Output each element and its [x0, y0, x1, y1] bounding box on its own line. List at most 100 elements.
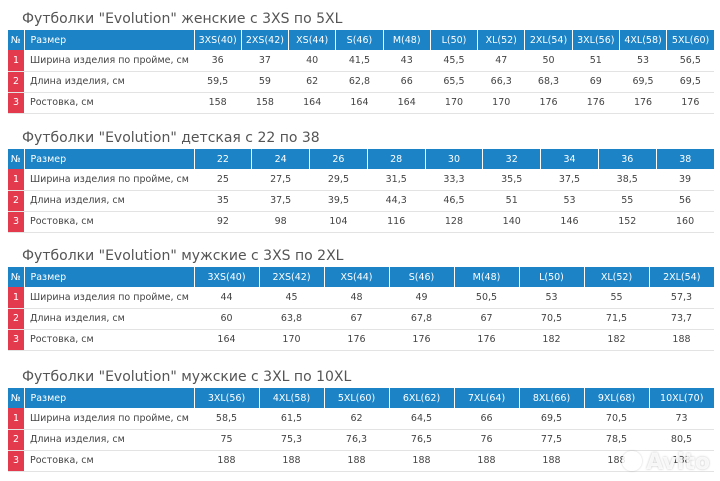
- size-table-section-women-3xs-5xl: Футболки "Evolution" женские с 3XS по 5X…: [8, 8, 714, 114]
- size-column-header: L(50): [518, 267, 584, 287]
- table-row: 1 Ширина изделия по пройме, см 36 37 40 41,5 4…: [8, 50, 714, 71]
- table-cell: 63,8: [280, 313, 303, 324]
- table-cell: 188: [672, 455, 691, 466]
- size-column-header: 2XL(54): [524, 30, 573, 50]
- table-cell: 58,5: [215, 412, 238, 424]
- table-cell: 31,5: [385, 173, 407, 185]
- table-cell: 57,3: [670, 291, 693, 303]
- size-table: № Размер 22 24 26 28 30 32 34 36 38 1 Ширина изделия…: [8, 149, 714, 233]
- table-cell: 76: [480, 434, 493, 445]
- table-cell: 71,5: [605, 313, 628, 324]
- table-title: Футболки "Evolution" мужские с 3XS по 2X…: [22, 248, 344, 264]
- table-cell: 56,5: [679, 54, 701, 66]
- table-cell: 50: [542, 54, 555, 66]
- table-cell: 176: [681, 97, 700, 108]
- size-column-header: 32: [482, 149, 541, 169]
- size-table: № Размер 3XS(40) 2XS(42) XS(44) S(46) M(48) L(5…: [8, 267, 714, 351]
- table-cell: 176: [412, 334, 431, 345]
- table-row: 1 Ширина изделия по пройме, см 58,5 61,5 62 6…: [8, 408, 714, 429]
- table-row: 1 Ширина изделия по пройме, см 44 45 48 49 50,…: [8, 287, 714, 308]
- table-cell: 65,5: [443, 76, 465, 87]
- table-cell: 170: [444, 97, 464, 108]
- row-label: Ширина изделия по пройме, см: [30, 291, 189, 303]
- table-cell: 128: [444, 216, 464, 227]
- size-column-header: 2XS(42): [258, 267, 324, 287]
- table-cell: 55: [621, 195, 634, 206]
- row-label: Ширина изделия по пройме, см: [30, 412, 189, 424]
- table-cell: 158: [255, 97, 274, 108]
- table-cell: 44: [220, 291, 233, 303]
- row-number: 3: [8, 329, 24, 350]
- table-cell: 51: [589, 54, 602, 66]
- table-cell: 164: [397, 97, 416, 108]
- row-number: 1: [8, 287, 24, 308]
- table-cell: 92: [216, 216, 229, 227]
- table-row: 3 Ростовка, см 158 158 164 164 164 170 170 176 176…: [8, 92, 714, 113]
- table-cell: 73: [675, 412, 688, 424]
- size-column-header: M(48): [382, 30, 431, 50]
- row-label: Ширина изделия по пройме, см: [30, 54, 189, 66]
- row-label: Длина изделия, см: [30, 434, 125, 445]
- table-cell: 160: [676, 216, 695, 227]
- size-column-header: 22: [193, 149, 252, 169]
- row-label: Ростовка, см: [30, 334, 94, 345]
- table-cell: 62: [350, 412, 363, 424]
- size-column-header: 2XS(42): [240, 30, 289, 50]
- size-column-header: XS(44): [288, 30, 336, 50]
- table-cell: 188: [607, 455, 626, 466]
- table-header-row: № Размер 3XL(56) 4XL(58) 5XL(60) 6XL(62) 7XL(6…: [8, 388, 714, 408]
- table-header-row: № Размер 3XS(40) 2XS(42) XS(44) S(46) M(48) L(5…: [8, 30, 714, 50]
- table-cell: 69,5: [540, 412, 563, 424]
- row-label: Ростовка, см: [30, 216, 94, 227]
- row-label: Ширина изделия по пройме, см: [30, 173, 189, 185]
- size-table: № Размер 3XL(56) 4XL(58) 5XL(60) 6XL(62) 7XL(6…: [8, 388, 714, 472]
- table-cell: 37: [258, 54, 271, 66]
- table-cell: 176: [539, 97, 558, 108]
- size-column-header: S(46): [388, 267, 454, 287]
- row-number: 3: [8, 450, 24, 471]
- header-number: №: [10, 271, 21, 283]
- table-cell: 36: [211, 54, 224, 66]
- watermark-text: Avito: [646, 450, 710, 475]
- header-size: Размер: [23, 30, 195, 50]
- size-column-header: L(50): [429, 30, 478, 50]
- size-column-header: 4XL(58): [618, 30, 667, 50]
- table-row: 2 Длина изделия, см 59,5 59 62 62,8 66 65,5 66,3…: [8, 71, 714, 92]
- table-cell: 104: [329, 216, 348, 227]
- table-cell: 69,5: [632, 76, 654, 87]
- table-cell: 25: [216, 173, 229, 185]
- table-cell: 68,3: [537, 76, 560, 87]
- table-title: Футболки "Evolution" мужские с 3XL по 10…: [22, 369, 352, 385]
- table-row: 3 Ростовка, см 92 98 104 116 128 140 146 152 160: [8, 211, 714, 232]
- size-column-header: 5XL(60): [323, 388, 389, 408]
- size-column-header: 28: [366, 149, 426, 169]
- header-number: №: [10, 392, 21, 404]
- table-cell: 50,5: [475, 291, 498, 303]
- table-cell: 78,5: [605, 434, 628, 445]
- table-cell: 35: [216, 195, 229, 206]
- table-row: 2 Длина изделия, см 75 75,3 76,3 76,5 76 77,5 78…: [8, 429, 714, 450]
- table-cell: 67: [480, 313, 493, 324]
- table-cell: 45,5: [443, 54, 465, 66]
- table-cell: 33,3: [443, 173, 465, 185]
- size-table-section-kids-22-38: Футболки "Evolution" детская с 22 по 38 №…: [8, 127, 714, 233]
- table-cell: 146: [560, 216, 579, 227]
- table-cell: 188: [217, 455, 236, 466]
- table-cell: 73,7: [670, 313, 693, 324]
- table-cell: 75: [220, 434, 233, 445]
- table-cell: 45: [285, 291, 298, 303]
- table-cell: 69,5: [679, 76, 701, 87]
- table-cell: 39,5: [327, 195, 349, 206]
- row-label: Ростовка, см: [30, 455, 94, 466]
- row-number: 3: [8, 92, 24, 113]
- table-cell: 55: [610, 291, 623, 303]
- table-cell: 43: [400, 54, 413, 66]
- header-number: №: [10, 34, 21, 46]
- table-row: 2 Длина изделия, см 60 63,8 67 67,8 67 70,5 71,5…: [8, 308, 714, 329]
- table-cell: 182: [542, 334, 561, 345]
- table-cell: 140: [502, 216, 521, 227]
- row-number: 1: [8, 50, 24, 71]
- header-size: Размер: [23, 149, 195, 169]
- size-column-header: XL(52): [477, 30, 525, 50]
- table-cell: 44,3: [385, 195, 407, 206]
